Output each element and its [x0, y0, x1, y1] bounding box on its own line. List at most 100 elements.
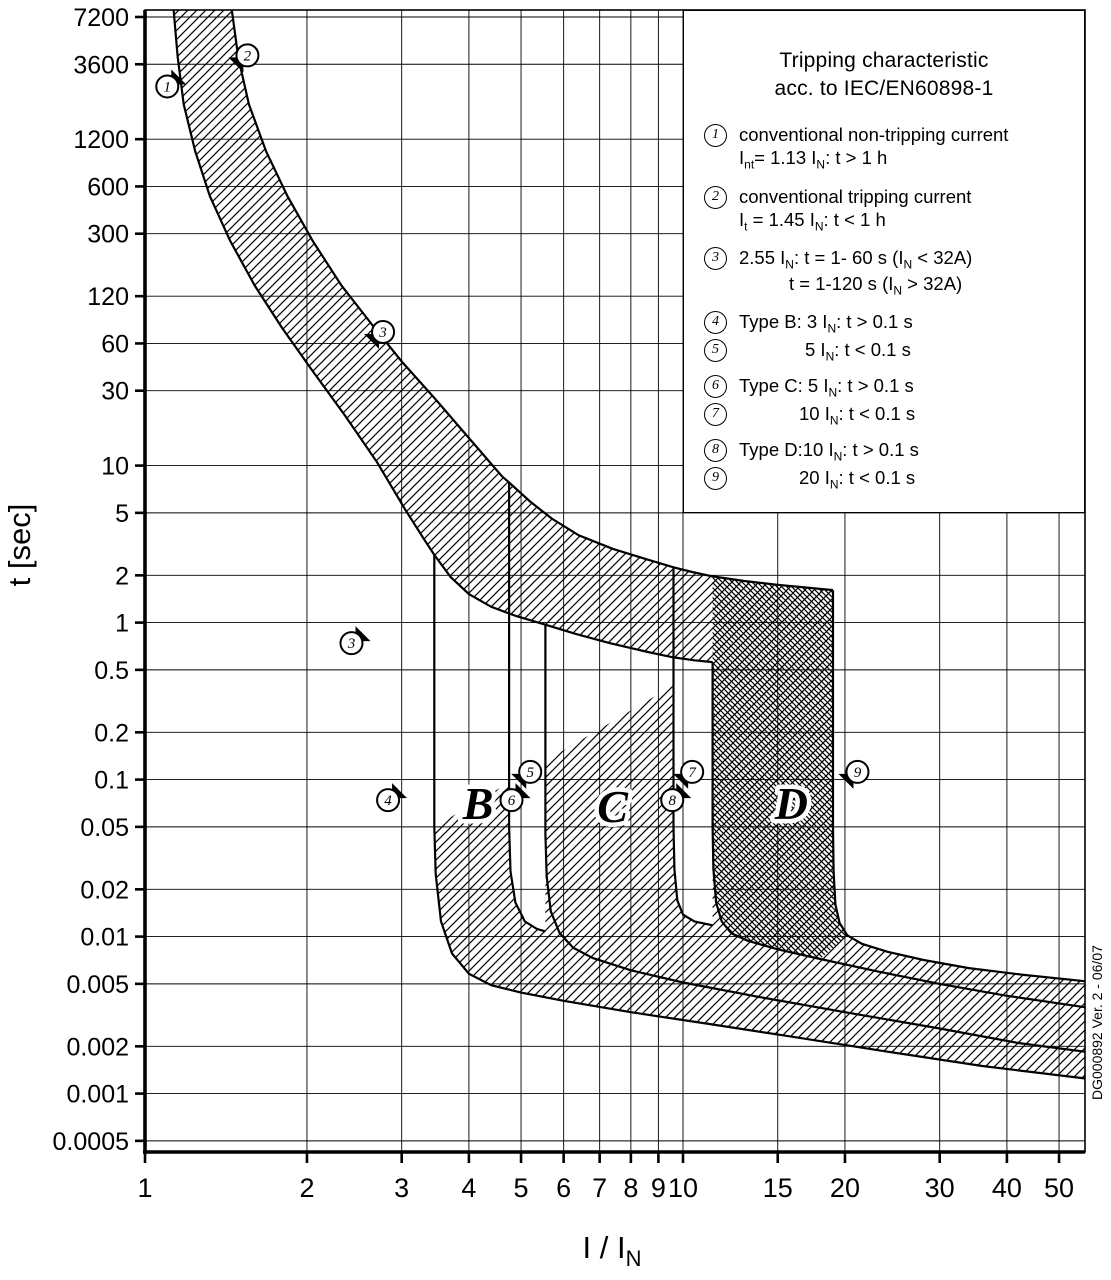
y-tick-label: 2	[115, 562, 129, 590]
y-axis-title: t [sec]	[2, 504, 37, 587]
y-tick-label: 60	[101, 330, 129, 358]
legend-line: Type D:10 IN: t > 0.1 s	[739, 438, 919, 464]
legend-number-4-icon: 4	[704, 310, 727, 334]
marker-2: 2	[228, 43, 260, 73]
y-tick-label: 0.001	[66, 1081, 129, 1109]
y-tick-label: 5	[115, 500, 129, 528]
legend-item-6: 6 Type C: 5 IN: t > 0.1 s	[704, 374, 1078, 401]
y-tick-label: 0.0005	[53, 1128, 129, 1156]
x-tick-label: 2	[299, 1173, 314, 1203]
marker-8: 8	[660, 783, 692, 813]
x-tick-label: 40	[992, 1173, 1022, 1203]
legend-title-line1: Tripping characteristic	[779, 49, 989, 72]
x-tick-label: 6	[556, 1173, 571, 1203]
band-label-D: D	[774, 778, 808, 829]
legend-item-4: 4 Type B: 3 IN: t > 0.1 s	[704, 310, 1078, 337]
marker-number: 5	[526, 765, 534, 781]
legend-line: conventional non-tripping current	[739, 124, 1009, 146]
legend-line: t = 1-120 s (IN > 32A)	[789, 273, 963, 298]
x-tick-label: 3	[394, 1173, 409, 1203]
marker-circle-icon	[155, 74, 180, 99]
legend-number-6-icon: 6	[704, 374, 727, 398]
y-tick-labels: 7200 3600 1200 600 300 120 60 30 10 5 2 1 0.5 0.2 0.1 0…	[53, 4, 129, 1156]
y-tick-label: 600	[87, 173, 129, 201]
y-tick-label: 3600	[73, 51, 129, 79]
marker-circle-icon	[518, 759, 543, 784]
marker-number: 3	[378, 325, 387, 341]
type-b-right-edge	[508, 482, 546, 933]
marker-circle-icon	[660, 788, 685, 813]
band-outlines	[172, 9, 1085, 1080]
y-tick-label: 10	[101, 453, 129, 481]
y-tick-label: 300	[87, 221, 129, 249]
marker-circle-icon	[371, 319, 396, 344]
legend-line: 20 IN: t < 0.1 s	[799, 467, 916, 493]
band-label-C: C	[597, 781, 629, 832]
axes	[135, 9, 1086, 1163]
y-tick-label: 0.02	[80, 876, 129, 904]
legend-item-text: 5 IN: t < 0.1 s	[739, 339, 911, 365]
hot-boundary	[172, 9, 713, 664]
legend-box: Tripping characteristic acc. to IEC/EN60…	[683, 10, 1085, 513]
y-tick-label: 0.5	[94, 657, 129, 685]
x-tick-label: 5	[514, 1173, 529, 1203]
marker-3: 3	[364, 319, 396, 349]
marker-circle-icon	[339, 631, 364, 656]
marker-number: 6	[508, 793, 516, 809]
y-tick-label: 30	[101, 378, 129, 406]
legend-line: 2.55 IN: t = 1- 60 s (IN < 32A)	[739, 247, 973, 273]
legend-title-line2: acc. to IEC/EN60898-1	[774, 76, 994, 100]
y-tick-label: 120	[87, 283, 129, 311]
legend-item-text: conventional non-tripping current Int= 1.…	[739, 124, 1008, 173]
marker-9: 9	[838, 759, 870, 789]
type-d-left-edge	[711, 662, 1085, 1009]
x-tick-label: 20	[830, 1173, 860, 1203]
x-tick-label: 4	[461, 1173, 476, 1203]
x-axis-title: I / IN​	[583, 1230, 642, 1271]
legend-item-5: 5 5 IN: t < 0.1 s	[704, 339, 1078, 365]
marker-number: 4	[384, 793, 392, 809]
legend-item-text: Type D:10 IN: t > 0.1 s	[739, 439, 919, 465]
legend-item-8: 8 Type D:10 IN: t > 0.1 s	[704, 438, 1078, 465]
x-tick-label: 1	[137, 1173, 152, 1203]
x-tick-label: 10	[668, 1173, 698, 1203]
type-d-dark-band-fill	[712, 576, 848, 959]
marker-number: 9	[854, 765, 862, 781]
legend-line: It = 1.45 IN: t < 1 h	[739, 208, 886, 234]
watermark: DG000892 Ver. 2 - 06/07	[1089, 945, 1105, 1100]
type-b-left-edge	[433, 554, 1085, 1080]
marker-number: 2	[244, 48, 252, 64]
marker-number: 7	[688, 765, 697, 781]
legend-item-text: 20 IN: t < 0.1 s	[739, 467, 915, 493]
marker-number: 3	[347, 636, 356, 652]
x-tick-labels: 1 2 3 4 5 6 7 8 9 10 15 20 30 40 50	[137, 1173, 1074, 1203]
legend-number-1-icon: 1	[704, 124, 727, 148]
marker-5: 5	[511, 759, 543, 789]
marker-circle-icon	[376, 788, 401, 813]
legend-item-2: 2 conventional tripping current It = 1.45 …	[704, 185, 1078, 235]
marker-number: 8	[668, 793, 676, 809]
marker-number: 1	[164, 79, 172, 95]
marker-circle-icon	[235, 43, 260, 68]
y-tick-label: 1	[115, 610, 129, 638]
y-tick-label: 0.002	[66, 1033, 129, 1061]
legend-item-3: 3 2.55 IN: t = 1- 60 s (IN < 32A) t = 1-12…	[704, 247, 1078, 298]
marker-6: 6	[499, 783, 531, 813]
legend-line: Type C: 5 IN: t > 0.1 s	[739, 374, 914, 400]
legend-line: conventional tripping current	[739, 185, 972, 207]
type-d-right-edge	[831, 590, 1085, 983]
legend-line: Int= 1.13 IN: t > 1 h	[739, 147, 888, 173]
y-tick-label: 1200	[73, 126, 129, 154]
y-tick-label: 0.2	[94, 719, 129, 747]
band-label-B: B	[462, 778, 494, 829]
y-tick-label: 0.005	[66, 971, 129, 999]
legend-line: 10 IN: t < 0.1 s	[799, 403, 916, 428]
legend-item-text: Type C: 5 IN: t > 0.1 s	[739, 375, 914, 401]
legend-number-2-icon: 2	[704, 185, 727, 209]
type-c-right-edge	[672, 567, 713, 927]
x-tick-label: 9	[651, 1173, 666, 1203]
marker-3: 3	[339, 626, 371, 656]
